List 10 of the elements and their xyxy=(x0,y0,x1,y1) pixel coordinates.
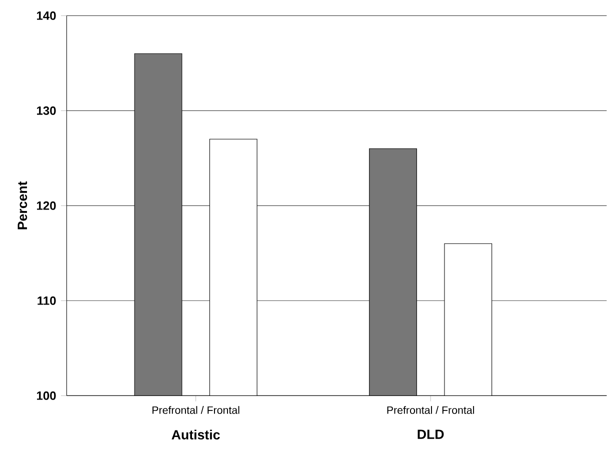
text: Prefrontal / Frontal xyxy=(152,406,240,414)
y-tick-label: 130 xyxy=(37,106,56,115)
text: Prefrontal / Frontal xyxy=(387,406,474,414)
y-tick-label: 140 xyxy=(37,11,56,20)
y-axis-title: Percent xyxy=(18,181,28,230)
y-tick-label: 110 xyxy=(38,296,56,305)
x-tick-label: Autistic xyxy=(172,430,220,440)
x-tick-label: DLD xyxy=(418,430,444,439)
y-tick-label: 100 xyxy=(37,391,56,400)
y-tick-label: 120 xyxy=(37,201,56,210)
